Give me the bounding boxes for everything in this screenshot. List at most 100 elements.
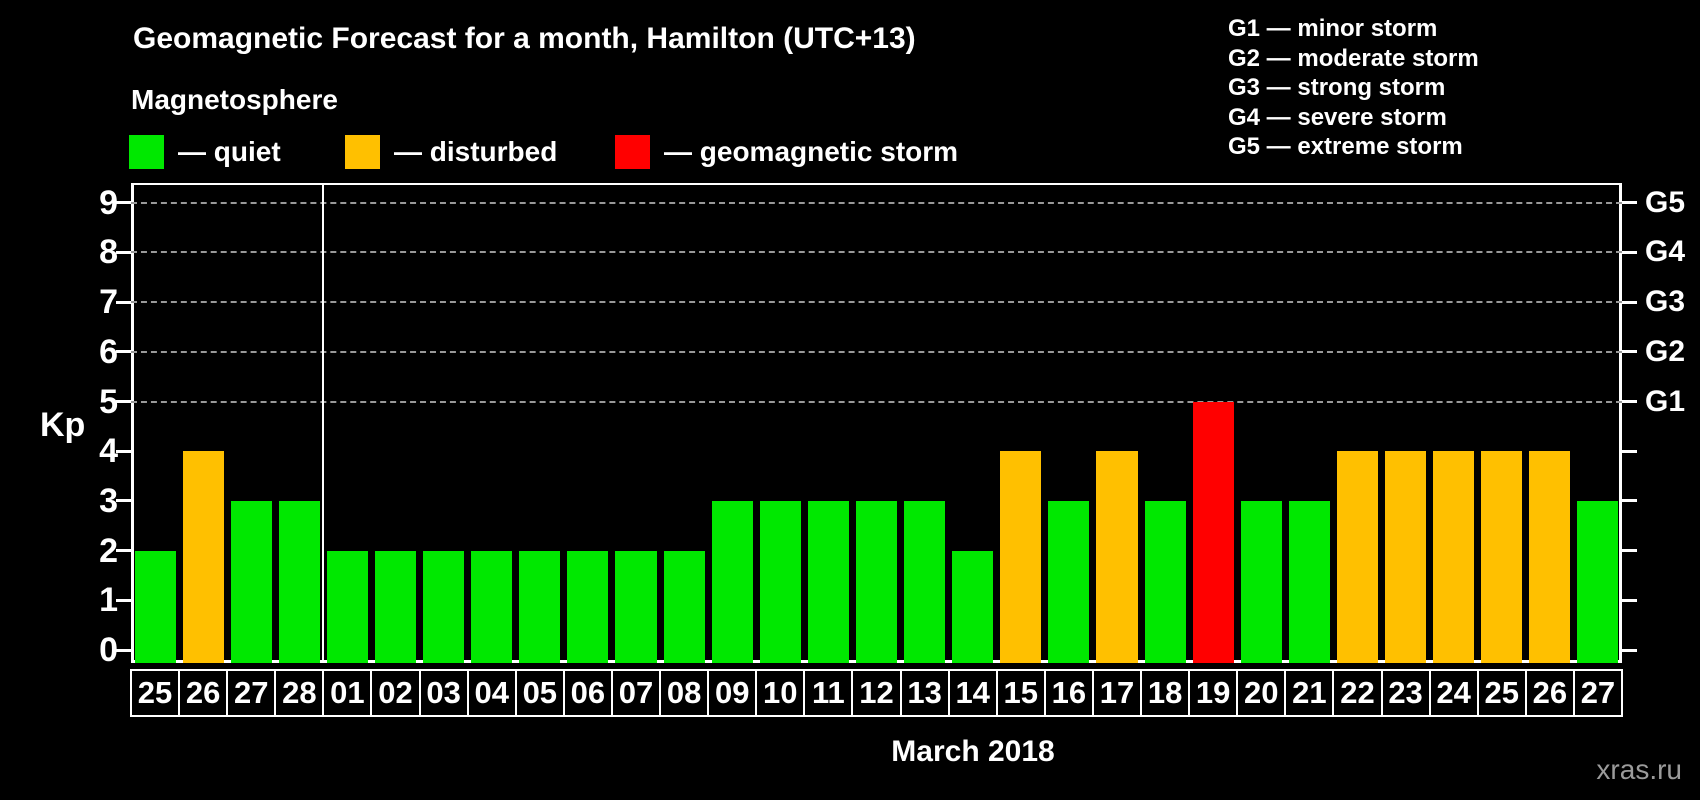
y-tick-label-8: 8	[99, 233, 118, 272]
date-cell-22: 22	[1332, 669, 1383, 717]
legend-item-storm: — geomagnetic storm	[615, 133, 958, 171]
date-cell-26: 26	[1524, 669, 1575, 717]
watermark: xras.ru	[1596, 754, 1682, 785]
date-cell-09: 09	[707, 669, 758, 717]
date-cell-19: 19	[1188, 669, 1239, 717]
right-axis-label-g5: G5	[1645, 185, 1686, 219]
left-tick-kp2	[116, 549, 131, 553]
kp-bar-day-22	[1336, 451, 1378, 663]
y-tick-label-5: 5	[99, 382, 118, 421]
left-tick-kp7	[116, 300, 131, 304]
g2-legend-row: G2 — moderate storm	[1228, 44, 1479, 72]
right-tick-kp1	[1622, 598, 1637, 602]
kp-bar-day-10	[759, 500, 801, 663]
date-cell-24: 24	[1428, 669, 1479, 717]
kp-bar-day-08	[663, 550, 705, 663]
y-axis-line	[131, 183, 134, 663]
left-tick-kp8	[116, 250, 131, 254]
kp-bar-day-27	[1577, 500, 1619, 663]
legend-item-quiet: — quiet	[129, 133, 281, 171]
kp-bar-day-18	[1144, 500, 1186, 663]
right-axis-label-g4: G4	[1645, 235, 1686, 269]
date-cell-17: 17	[1091, 669, 1143, 717]
kp-bar-day-05	[519, 550, 561, 663]
y-tick-label-0: 0	[99, 631, 118, 669]
right-axis-label-g1: G1	[1645, 384, 1686, 418]
kp-bar-day-01	[326, 550, 368, 663]
y-tick-label-4: 4	[99, 432, 118, 471]
legend-label-quiet: — quiet	[178, 136, 281, 167]
date-cell-04: 04	[466, 669, 517, 717]
left-tick-kp9	[116, 201, 131, 205]
quiet-color-swatch	[129, 135, 164, 169]
right-tick-kp7	[1622, 300, 1637, 304]
kp-bar-day-09	[711, 500, 753, 663]
date-cell-25: 25	[1476, 669, 1527, 717]
y-tick-label-9: 9	[99, 183, 118, 222]
gridline-kp8	[131, 251, 1622, 254]
date-cell-15: 15	[995, 669, 1046, 717]
kp-bar-day-04	[471, 550, 513, 663]
kp-bar-day-26	[182, 451, 224, 663]
date-cell-28: 28	[274, 669, 325, 717]
g1-legend-row: G1 — minor storm	[1228, 15, 1438, 42]
month-divider-line	[322, 183, 325, 663]
legend-label-disturbed: — disturbed	[394, 136, 558, 167]
kp-bar-day-23	[1385, 451, 1427, 663]
date-cell-26: 26	[178, 669, 229, 717]
date-cell-23: 23	[1380, 669, 1431, 717]
date-cell-25: 25	[130, 669, 181, 717]
kp-bar-day-03	[423, 550, 465, 663]
left-tick-kp4	[116, 449, 131, 453]
right-tick-kp3	[1622, 499, 1637, 503]
date-cell-05: 05	[514, 669, 565, 717]
legend-item-disturbed: — disturbed	[345, 133, 557, 171]
right-axis-label-g2: G2	[1645, 334, 1686, 368]
left-tick-kp1	[116, 598, 131, 602]
legend-label-storm: — geomagnetic storm	[664, 136, 959, 167]
right-tick-kp9	[1622, 201, 1637, 205]
left-tick-kp3	[116, 499, 131, 503]
date-cell-16: 16	[1043, 669, 1094, 717]
x-axis-title: March 2018	[891, 735, 1055, 768]
magnetosphere-heading: Magnetosphere	[131, 84, 338, 115]
date-cell-03: 03	[418, 669, 469, 717]
kp-bar-day-26	[1529, 451, 1571, 663]
gridline-kp6	[131, 350, 1622, 353]
date-cell-10: 10	[755, 669, 806, 717]
gridline-kp7	[131, 301, 1622, 304]
y-tick-label-3: 3	[99, 481, 118, 520]
date-cell-18: 18	[1140, 669, 1191, 717]
y-tick-label-7: 7	[99, 283, 118, 322]
kp-bar-day-28	[278, 500, 320, 663]
gridline-kp5	[131, 400, 1622, 403]
date-cell-13: 13	[899, 669, 950, 717]
left-tick-kp6	[116, 350, 131, 354]
plot-area	[131, 183, 1622, 663]
date-cell-01: 01	[322, 669, 373, 717]
g-scale-legend: G1 — minor storm G2 — moderate storm G3 …	[1228, 14, 1479, 162]
right-axis-line	[1619, 183, 1622, 663]
date-cell-06: 06	[562, 669, 613, 717]
right-tick-kp8	[1622, 250, 1637, 254]
kp-bar-day-13	[904, 500, 946, 663]
date-cell-21: 21	[1284, 669, 1335, 717]
date-cell-27: 27	[1572, 669, 1623, 717]
kp-bar-day-14	[952, 550, 994, 663]
kp-bar-day-17	[1096, 451, 1138, 663]
date-cell-08: 08	[659, 669, 710, 717]
kp-bar-day-25	[1481, 451, 1523, 663]
date-cell-27: 27	[226, 669, 277, 717]
date-cell-07: 07	[610, 669, 662, 717]
right-tick-kp4	[1622, 449, 1637, 453]
right-tick-kp0	[1622, 648, 1637, 652]
plot-top-border	[131, 183, 1622, 185]
y-tick-label-6: 6	[99, 332, 118, 371]
disturbed-color-swatch	[345, 135, 380, 169]
kp-bar-day-27	[230, 500, 272, 663]
y-tick-label-2: 2	[99, 531, 118, 570]
kp-bar-day-06	[567, 550, 609, 663]
left-tick-kp5	[116, 400, 131, 403]
right-tick-kp6	[1622, 350, 1637, 354]
